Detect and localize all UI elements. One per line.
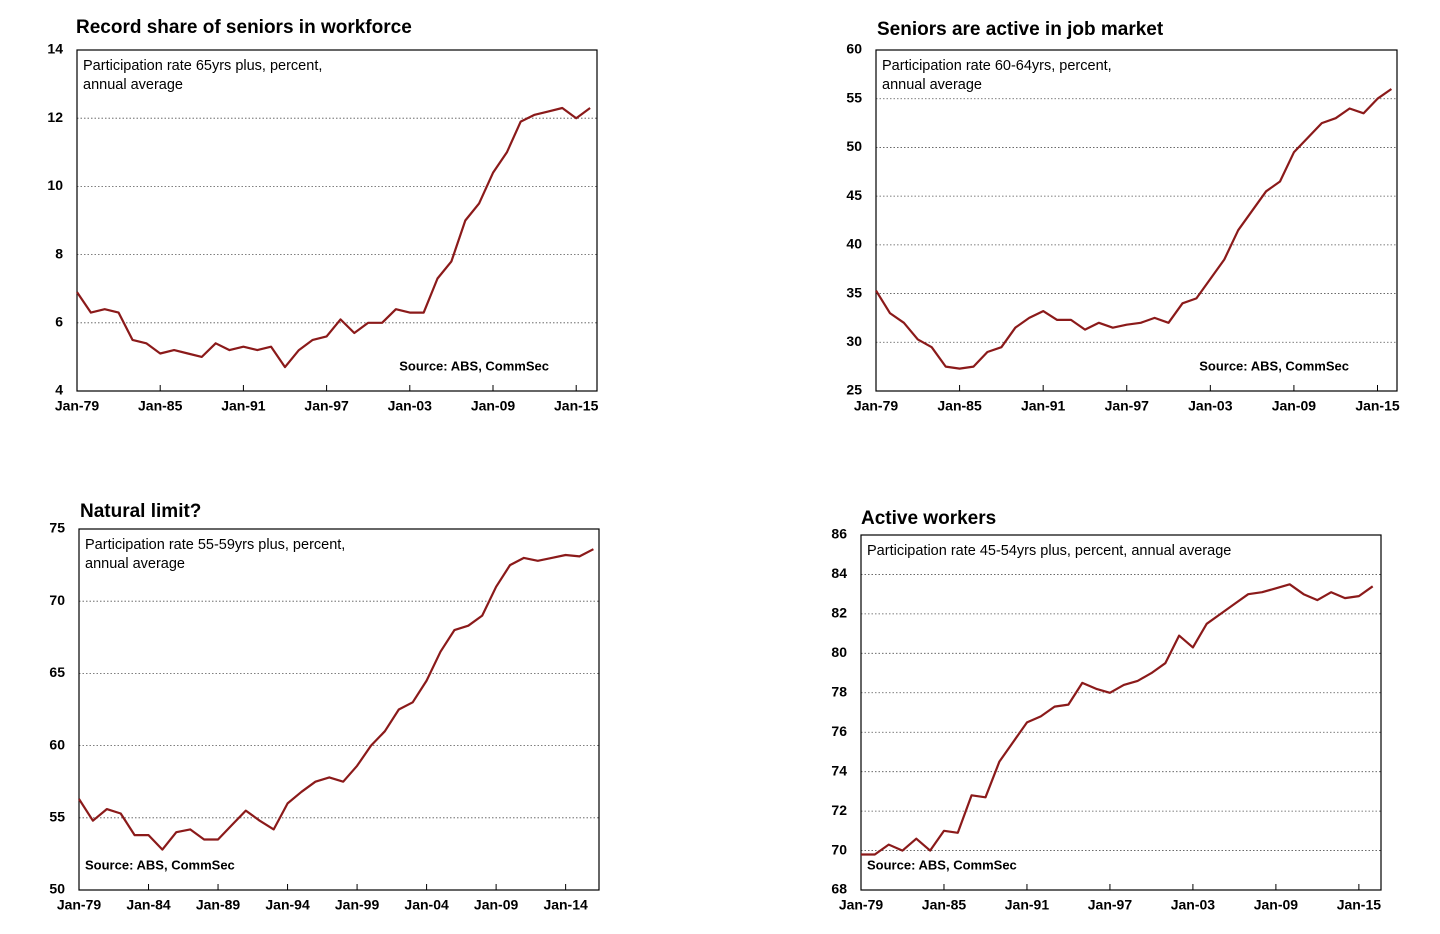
y-tick-label: 84 bbox=[831, 565, 847, 581]
subtitle: Participation rate 55-59yrs plus, percen… bbox=[85, 537, 345, 553]
y-tick-label: 35 bbox=[846, 284, 862, 300]
data-line bbox=[861, 583, 1374, 856]
subtitle: Participation rate 60-64yrs, percent, bbox=[882, 58, 1112, 74]
x-tick-label: Jan-97 bbox=[304, 398, 349, 414]
x-tick-label: Jan-09 bbox=[471, 398, 516, 414]
chart-title: Natural limit? bbox=[80, 501, 201, 522]
x-tick-label: Jan-91 bbox=[221, 398, 266, 414]
x-tick-label: Jan-85 bbox=[937, 398, 982, 414]
x-tick-label: Jan-99 bbox=[335, 897, 380, 913]
subtitle: annual average bbox=[85, 556, 185, 572]
x-tick-label: Jan-03 bbox=[388, 398, 433, 414]
x-tick-label: Jan-15 bbox=[1355, 398, 1400, 414]
y-tick-label: 65 bbox=[49, 664, 65, 680]
source: Source: ABS, CommSec bbox=[1199, 358, 1349, 373]
x-tick-label: Jan-15 bbox=[1337, 897, 1382, 913]
x-tick-label: Jan-85 bbox=[922, 897, 967, 913]
x-tick-label: Jan-09 bbox=[1272, 398, 1317, 414]
y-tick-label: 50 bbox=[846, 138, 862, 154]
y-tick-label: 6 bbox=[55, 314, 63, 330]
y-tick-label: 14 bbox=[47, 41, 63, 57]
y-tick-label: 8 bbox=[55, 245, 63, 261]
plot-frame bbox=[860, 534, 1382, 891]
y-tick-label: 70 bbox=[49, 592, 65, 608]
y-tick-label: 72 bbox=[831, 802, 847, 818]
y-tick-label: 40 bbox=[846, 236, 862, 252]
y-tick-label: 55 bbox=[49, 809, 65, 825]
x-tick-label: Jan-85 bbox=[138, 398, 183, 414]
x-tick-label: Jan-15 bbox=[554, 398, 599, 414]
x-tick-label: Jan-94 bbox=[265, 897, 310, 913]
x-tick-label: Jan-79 bbox=[55, 398, 100, 414]
x-tick-label: Jan-79 bbox=[839, 897, 884, 913]
x-tick-label: Jan-09 bbox=[1254, 897, 1299, 913]
chart-title: Seniors are active in job market bbox=[877, 19, 1164, 40]
source: Source: ABS, CommSec bbox=[867, 857, 1017, 872]
y-tick-label: 60 bbox=[49, 736, 65, 752]
x-tick-label: Jan-79 bbox=[57, 897, 102, 913]
x-tick-label: Jan-89 bbox=[196, 897, 241, 913]
subtitle: Participation rate 65yrs plus, percent, bbox=[83, 58, 322, 74]
y-tick-label: 55 bbox=[846, 89, 862, 105]
y-tick-label: 82 bbox=[831, 605, 847, 621]
y-tick-label: 25 bbox=[846, 382, 862, 398]
y-tick-label: 60 bbox=[846, 41, 862, 57]
y-tick-label: 12 bbox=[47, 109, 63, 125]
chart-title: Active workers bbox=[861, 508, 996, 529]
y-tick-label: 50 bbox=[49, 881, 65, 897]
plot-frame bbox=[76, 49, 598, 392]
chart-title: Record share of seniors in workforce bbox=[76, 17, 412, 38]
x-tick-label: Jan-84 bbox=[126, 897, 171, 913]
y-tick-label: 30 bbox=[846, 333, 862, 349]
y-tick-label: 45 bbox=[846, 187, 862, 203]
y-tick-label: 75 bbox=[49, 520, 65, 536]
x-tick-label: Jan-97 bbox=[1088, 897, 1133, 913]
x-tick-label: Jan-79 bbox=[854, 398, 899, 414]
subtitle: Participation rate 45-54yrs plus, percen… bbox=[867, 543, 1231, 559]
y-tick-label: 70 bbox=[831, 841, 847, 857]
plot-frame bbox=[78, 528, 600, 891]
y-tick-label: 78 bbox=[831, 683, 847, 699]
y-tick-label: 86 bbox=[831, 526, 847, 542]
x-tick-label: Jan-09 bbox=[474, 897, 519, 913]
y-tick-label: 76 bbox=[831, 723, 847, 739]
x-tick-label: Jan-14 bbox=[543, 897, 588, 913]
subtitle: annual average bbox=[83, 77, 183, 93]
x-tick-label: Jan-04 bbox=[404, 897, 449, 913]
y-tick-label: 74 bbox=[831, 762, 847, 778]
plot-frame bbox=[875, 49, 1398, 392]
subtitle: annual average bbox=[882, 77, 982, 93]
source: Source: ABS, CommSec bbox=[85, 857, 235, 872]
x-tick-label: Jan-03 bbox=[1171, 897, 1216, 913]
data-line bbox=[875, 88, 1393, 370]
x-tick-label: Jan-03 bbox=[1188, 398, 1233, 414]
source: Source: ABS, CommSec bbox=[399, 358, 549, 373]
y-tick-label: 4 bbox=[55, 382, 63, 398]
y-tick-label: 68 bbox=[831, 881, 847, 897]
y-tick-label: 10 bbox=[47, 177, 63, 193]
x-tick-label: Jan-91 bbox=[1021, 398, 1066, 414]
y-tick-label: 80 bbox=[831, 644, 847, 660]
x-tick-label: Jan-91 bbox=[1005, 897, 1050, 913]
x-tick-label: Jan-97 bbox=[1105, 398, 1150, 414]
data-line bbox=[76, 106, 591, 369]
data-line bbox=[78, 548, 594, 851]
